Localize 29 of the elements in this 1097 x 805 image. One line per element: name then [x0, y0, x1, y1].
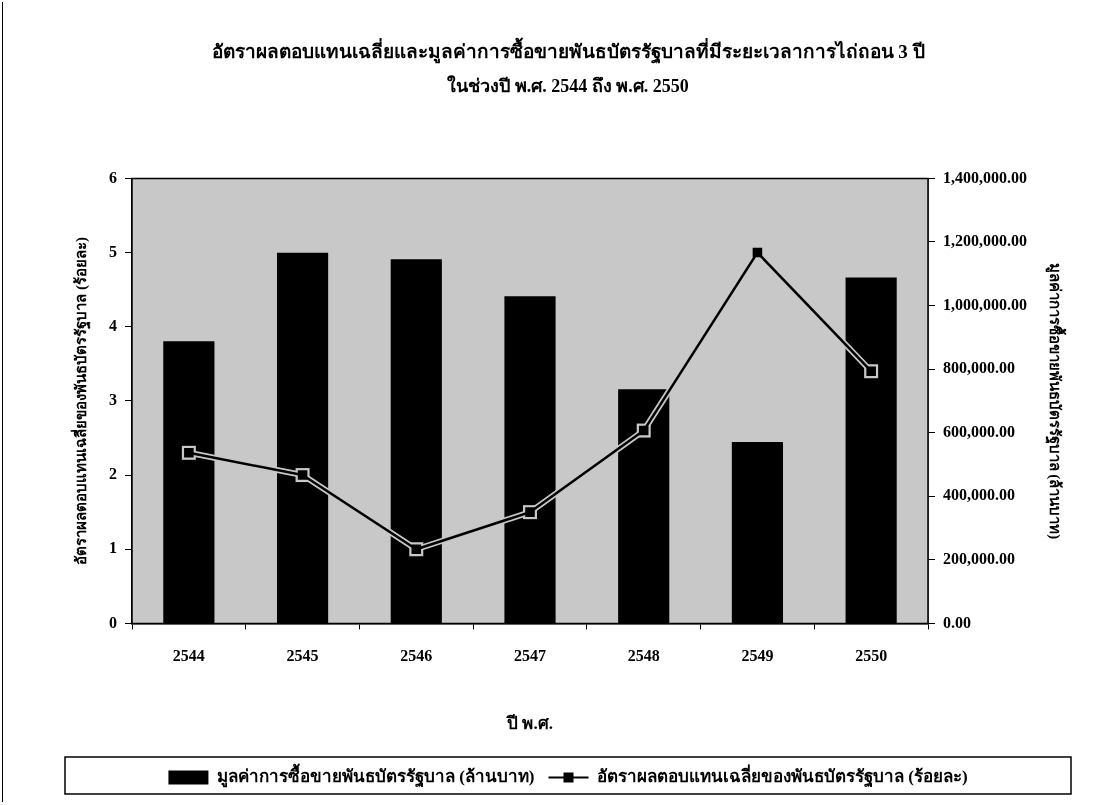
y-tick-label: 4 [109, 316, 117, 334]
y2-tick-label: 1,400,000.00 [943, 168, 1027, 186]
y2-tick-label: 1,200,000.00 [943, 232, 1027, 250]
x-tick-label: 2550 [855, 647, 888, 665]
legend-label: มูลค่าการซื้อขายพันธบัตรรัฐบาล (ล้านบาท) [216, 762, 535, 788]
y2-tick-label: 0.00 [943, 613, 971, 631]
y2-tick-label: 1,000,000.00 [943, 295, 1027, 313]
y2-tick-label: 600,000.00 [943, 422, 1015, 440]
y-tick-label: 1 [109, 539, 117, 557]
x-tick-label: 2544 [172, 647, 205, 665]
y-tick-label: 5 [109, 242, 117, 260]
y2-tick-label: 400,000.00 [943, 486, 1015, 504]
chart-title: อัตราผลตอบแทนเฉลี่ยและมูลค่าการซื้อขายพันธบัตรรัฐบาลที่มีระยะเวลาการไถ่ถอน 3 ปี [211, 37, 925, 66]
x-tick-label: 2545 [286, 647, 319, 665]
y-tick-label: 6 [109, 168, 117, 186]
y-tick-label: 0 [109, 613, 117, 631]
y-tick-label: 3 [109, 391, 117, 409]
y-axis-title: อัตราผลตอบแทนเฉลี่ยของพันธบัตรรัฐบาล (ร้อยละ) [69, 237, 91, 565]
y-tick-label: 2 [109, 465, 117, 483]
x-tick-label: 2548 [627, 647, 660, 665]
x-tick-label: 2547 [514, 647, 546, 665]
legend-label: อัตราผลตอบแทนเฉลี่ยของพันธบัตรรัฐบาล (ร้อยละ) [597, 763, 968, 788]
y2-tick-label: 800,000.00 [943, 359, 1015, 377]
y2-tick-label: 200,000.00 [943, 549, 1015, 567]
chart-subtitle: ในช่วงปี พ.ศ. 2544 ถึง พ.ศ. 2550 [447, 75, 689, 97]
y2-axis-title: มูลค่าการซื้อขายพันธบัตรรัฐบาล (ล้านบาท) [1045, 262, 1068, 540]
x-tick-label: 2546 [400, 647, 433, 665]
x-axis-title: ปี พ.ศ. [506, 713, 553, 734]
x-tick-label: 2549 [741, 647, 774, 665]
